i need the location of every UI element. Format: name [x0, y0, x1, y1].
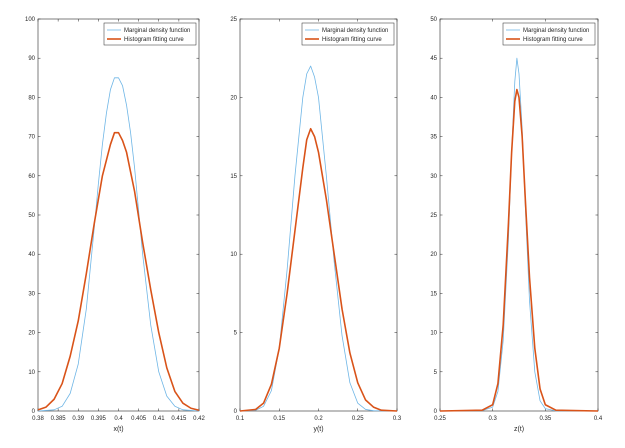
chart-3-xtick-label: 0.4: [594, 416, 603, 422]
chart-3-ytick-label: 5: [434, 370, 438, 376]
chart-2-xtick-label: 0.2: [314, 416, 323, 422]
chart-3-ytick-label: 45: [430, 56, 437, 62]
chart-3-ytick-label: 50: [430, 17, 437, 23]
chart-2-ytick-label: 15: [230, 174, 237, 180]
chart-3-legend-label-1: Marginal density function: [523, 28, 589, 34]
chart-3-ytick-label: 40: [430, 95, 437, 101]
chart-3-xlabel: z(t): [514, 426, 524, 433]
chart-3-legend-box: [502, 22, 596, 46]
chart-3-xtick-label: 0.35: [539, 416, 551, 422]
chart-1-xtick-label: 0.4: [114, 416, 123, 422]
chart-1-series-histogram-fit: [37, 131, 200, 411]
chart-3-series-histogram-fit: [439, 88, 599, 412]
chart-1-ytick-label: 70: [28, 135, 35, 141]
chart-1-legend-box: [103, 22, 197, 46]
chart-1-xtick-label: 0.385: [51, 416, 67, 422]
chart-3-legend-label-2: Histogram fitting curve: [523, 37, 583, 43]
chart-1-ytick-label: 40: [28, 252, 35, 258]
chart-2-xlabel: y(t): [313, 426, 323, 433]
chart-1-xtick-label: 0.405: [131, 416, 147, 422]
chart-1-ytick-label: 0: [32, 409, 36, 415]
chart-1-xtick-label: 0.395: [91, 416, 107, 422]
chart-2-axes-box: [239, 18, 398, 412]
chart-2-xtick-label: 0.3: [393, 416, 402, 422]
chart-3-ytick-label: 0: [434, 409, 438, 415]
chart-3-ytick-label: 35: [430, 135, 437, 141]
chart-3-xtick-label: 0.25: [434, 416, 446, 422]
chart-1-ytick-label: 60: [28, 174, 35, 180]
chart-1-legend-label-2: Histogram fitting curve: [124, 37, 184, 43]
chart-2-series-histogram-fit: [239, 127, 398, 412]
chart-3-ytick-label: 15: [430, 291, 437, 297]
chart-3-ytick-label: 10: [430, 331, 437, 337]
chart-1-ytick-label: 50: [28, 213, 35, 219]
chart-1-ytick-label: 30: [28, 291, 35, 297]
chart-2-xtick-label: 0.15: [273, 416, 285, 422]
chart-3-axes-box: [439, 18, 599, 412]
chart-2-xtick-label: 0.25: [352, 416, 364, 422]
chart-2-legend-label-2: Histogram fitting curve: [322, 37, 382, 43]
chart-1-xlabel: x(t): [113, 426, 123, 433]
chart-3-ytick-label: 20: [430, 252, 437, 258]
chart-1-legend-label-1: Marginal density function: [124, 28, 190, 34]
chart-1-ytick-label: 80: [28, 95, 35, 101]
chart-1-axes-box: [37, 18, 200, 412]
chart-1-ytick-label: 20: [28, 331, 35, 337]
chart-3-ytick-label: 25: [430, 213, 437, 219]
chart-3-ytick-label: 30: [430, 174, 437, 180]
chart-1-xtick-label: 0.38: [32, 416, 44, 422]
chart-1-ytick-label: 90: [28, 56, 35, 62]
chart-1-ytick-label: 100: [25, 17, 36, 23]
chart-2-legend-label-1: Marginal density function: [322, 28, 388, 34]
chart-1-xtick-label: 0.39: [72, 416, 84, 422]
chart-1-xtick-label: 0.41: [153, 416, 165, 422]
chart-3-xtick-label: 0.3: [488, 416, 497, 422]
chart-2-ytick-label: 10: [230, 252, 237, 258]
chart-1-xtick-label: 0.42: [193, 416, 205, 422]
chart-3-series-marginal-density: [439, 57, 599, 412]
chart-2-xtick-label: 0.1: [236, 416, 245, 422]
chart-1-xtick-label: 0.415: [171, 416, 187, 422]
chart-1-ytick-label: 10: [28, 370, 35, 376]
chart-2-legend-box: [301, 22, 395, 46]
chart-2-series-marginal-density: [239, 65, 398, 412]
chart-1-series-marginal-density: [37, 77, 200, 412]
chart-2-ytick-label: 20: [230, 95, 237, 101]
chart-2-ytick-label: 0: [234, 409, 238, 415]
chart-2-ytick-label: 5: [234, 331, 238, 337]
chart-2-ytick-label: 25: [230, 17, 237, 23]
